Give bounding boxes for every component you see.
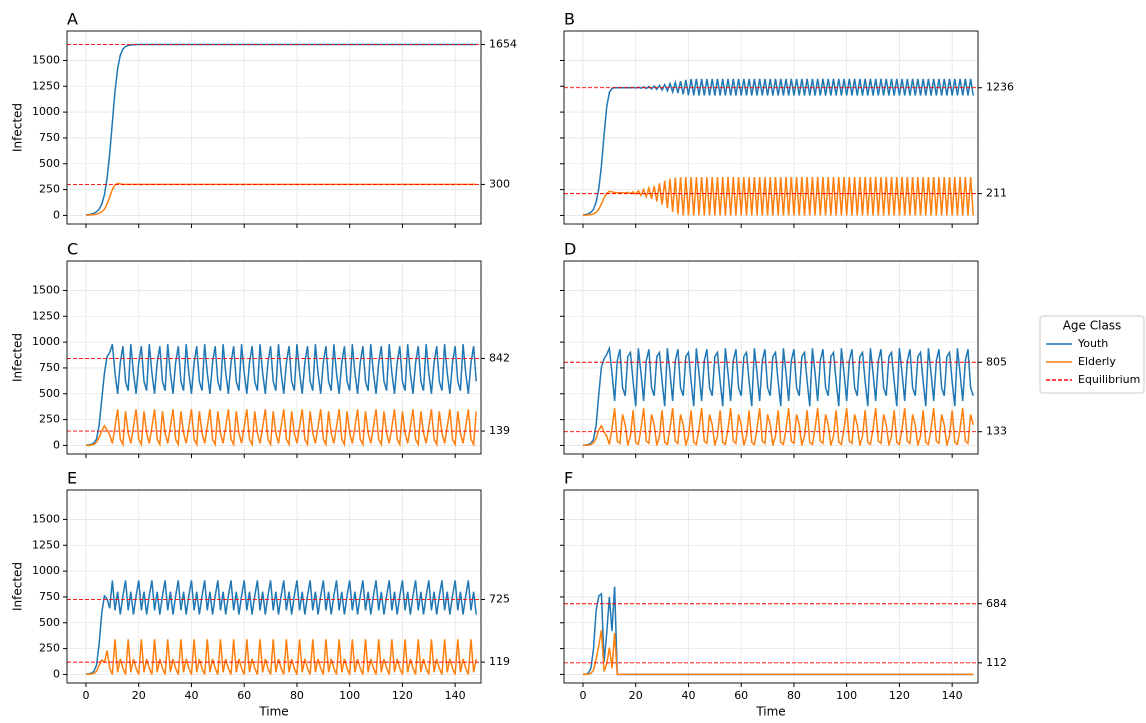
- equilibrium-label: 805: [986, 355, 1007, 368]
- panel: 0 250 500 750 1000 1250 1500 1654 300 A Infected: [11, 10, 517, 228]
- x-tick-label: 140: [942, 689, 963, 702]
- panel: 1236 211 B: [560, 10, 1014, 228]
- equilibrium-label: 211: [986, 187, 1007, 200]
- y-tick-label: 1250: [32, 79, 60, 92]
- equilibrium-label: 1236: [986, 81, 1014, 94]
- plot-frame: [563, 30, 979, 225]
- series-line: [582, 78, 974, 216]
- legend-box: [1039, 315, 1145, 394]
- x-tick-label: 60: [237, 689, 251, 702]
- y-tick-label: 1000: [32, 105, 60, 118]
- y-tick-label: 0: [53, 208, 60, 221]
- x-tick-label: 20: [629, 689, 643, 702]
- x-tick-label: 40: [681, 689, 695, 702]
- x-axis-label: Time: [258, 705, 288, 719]
- y-tick-label: 1000: [32, 564, 60, 577]
- series-line: [582, 586, 974, 676]
- x-tick-label: 100: [836, 689, 857, 702]
- y-tick-label: 500: [39, 387, 60, 400]
- equilibrium-label: 842: [489, 351, 510, 364]
- panel: 0 250 500 750 1000 1250 1500 842 139 C Infected: [11, 240, 510, 458]
- x-tick-label: 120: [392, 689, 413, 702]
- plot-frame: [66, 30, 482, 225]
- equilibrium-label: 133: [986, 425, 1007, 438]
- series-line: [85, 343, 477, 446]
- series-line: [85, 639, 477, 676]
- y-tick-label: 250: [39, 642, 60, 655]
- series-line: [85, 409, 477, 448]
- equilibrium-label: 725: [489, 593, 510, 606]
- x-tick-label: 60: [734, 689, 748, 702]
- plot-frame: [563, 260, 979, 455]
- series-line: [582, 176, 974, 216]
- x-tick-label: 20: [132, 689, 146, 702]
- y-tick-label: 1250: [32, 538, 60, 551]
- legend-label: Equilibrium: [1078, 373, 1140, 386]
- y-tick-label: 1250: [32, 309, 60, 322]
- x-axis-label: Time: [755, 705, 785, 719]
- y-tick-label: 750: [39, 590, 60, 603]
- legend-label: Elderly: [1078, 355, 1116, 368]
- panel-title: B: [564, 10, 575, 29]
- panel-title: C: [67, 240, 78, 259]
- series-line: [85, 182, 477, 216]
- y-tick-label: 0: [53, 438, 60, 451]
- y-tick-label: 1500: [32, 283, 60, 296]
- series-line: [85, 43, 477, 216]
- panel: 0 20 40 60 80 100 120 140 684 112 F Time: [560, 469, 1007, 719]
- y-tick-label: 500: [39, 616, 60, 629]
- equilibrium-label: 119: [489, 655, 510, 668]
- panel-title: A: [67, 10, 78, 29]
- y-tick-label: 500: [39, 157, 60, 170]
- x-tick-label: 100: [339, 689, 360, 702]
- y-tick-label: 0: [53, 667, 60, 680]
- y-tick-label: 750: [39, 361, 60, 374]
- series-line: [582, 629, 974, 676]
- equilibrium-label: 300: [489, 177, 510, 190]
- series-line: [582, 408, 974, 447]
- x-tick-label: 80: [290, 689, 304, 702]
- equilibrium-label: 684: [986, 597, 1007, 610]
- panel: 0 250 500 750 1000 1250 1500 0 20 40 60 80 100 120 140…: [11, 469, 511, 719]
- y-axis-label: Infected: [11, 562, 25, 611]
- y-axis-label: Infected: [11, 103, 25, 152]
- series-line: [582, 345, 974, 446]
- y-tick-label: 1500: [32, 512, 60, 525]
- x-tick-label: 0: [579, 689, 586, 702]
- panel-title: F: [564, 469, 573, 488]
- series-line: [85, 580, 477, 675]
- panel-title: D: [564, 240, 576, 259]
- plot-frame: [66, 489, 482, 684]
- panel: 805 133 D: [560, 240, 1007, 458]
- equilibrium-label: 139: [489, 424, 510, 437]
- y-tick-label: 1000: [32, 335, 60, 348]
- y-axis-label: Infected: [11, 333, 25, 382]
- panel-title: E: [67, 469, 77, 488]
- y-tick-label: 250: [39, 183, 60, 196]
- x-tick-label: 40: [184, 689, 198, 702]
- legend-title: Age Class: [1063, 319, 1122, 333]
- x-tick-label: 140: [445, 689, 466, 702]
- plot-frame: [563, 489, 979, 684]
- equilibrium-label: 112: [986, 656, 1007, 669]
- y-tick-label: 250: [39, 413, 60, 426]
- x-tick-label: 120: [889, 689, 910, 702]
- y-tick-label: 1500: [32, 53, 60, 66]
- x-tick-label: 0: [82, 689, 89, 702]
- x-tick-label: 80: [787, 689, 801, 702]
- legend: Age Class Youth Elderly Equilibrium: [1039, 315, 1145, 394]
- legend-label: Youth: [1077, 337, 1108, 350]
- equilibrium-label: 1654: [489, 38, 517, 51]
- y-tick-label: 750: [39, 131, 60, 144]
- plot-frame: [66, 260, 482, 455]
